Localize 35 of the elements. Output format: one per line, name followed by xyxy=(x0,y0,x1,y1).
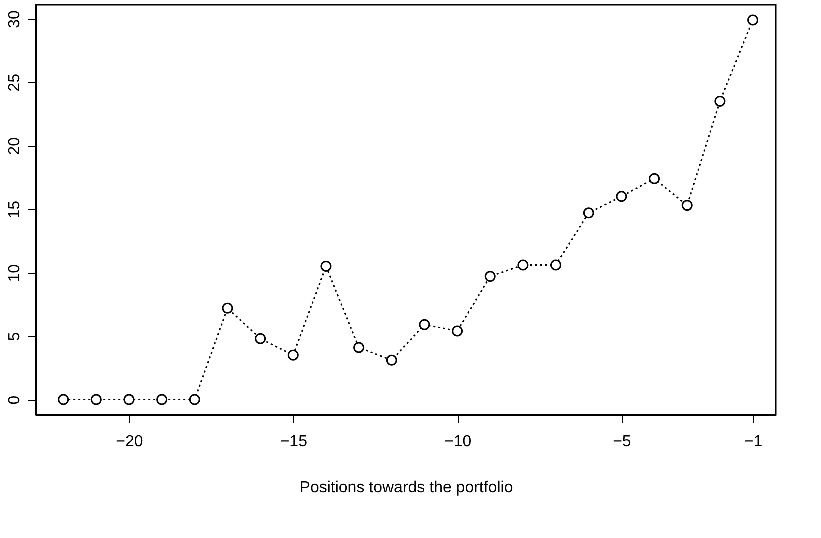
point xyxy=(419,319,430,330)
point xyxy=(550,260,562,271)
point xyxy=(156,394,168,406)
point xyxy=(320,261,332,272)
point xyxy=(288,350,299,361)
point xyxy=(649,173,660,184)
x-axis-title: Positions towards the portfolio xyxy=(300,480,514,496)
x-tick-label: −15 xyxy=(280,434,308,450)
point xyxy=(748,14,759,26)
y-tick-label: 30 xyxy=(6,10,24,28)
x-tick-label: −20 xyxy=(116,434,144,450)
x-tick-label: −5 xyxy=(613,434,632,450)
y-tick-label: 20 xyxy=(6,137,24,156)
y-tick-label: 10 xyxy=(6,264,24,282)
point xyxy=(354,342,365,354)
point xyxy=(189,394,200,406)
point xyxy=(714,96,726,107)
point xyxy=(682,200,693,212)
x-tick-label: −10 xyxy=(444,434,472,450)
point xyxy=(124,394,135,406)
point xyxy=(484,271,496,282)
y-tick-label: 5 xyxy=(6,332,24,342)
point xyxy=(518,260,529,271)
point xyxy=(222,302,234,314)
point xyxy=(616,191,628,202)
y-tick-label: 0 xyxy=(6,396,24,405)
point xyxy=(255,333,266,344)
x-tick-label: −1 xyxy=(744,434,763,450)
point xyxy=(386,354,398,366)
point xyxy=(452,326,464,337)
y-tick-label: 15 xyxy=(6,200,24,219)
point xyxy=(583,208,594,219)
y-tick-label: 25 xyxy=(6,74,24,92)
point xyxy=(58,394,70,406)
point xyxy=(90,394,102,406)
